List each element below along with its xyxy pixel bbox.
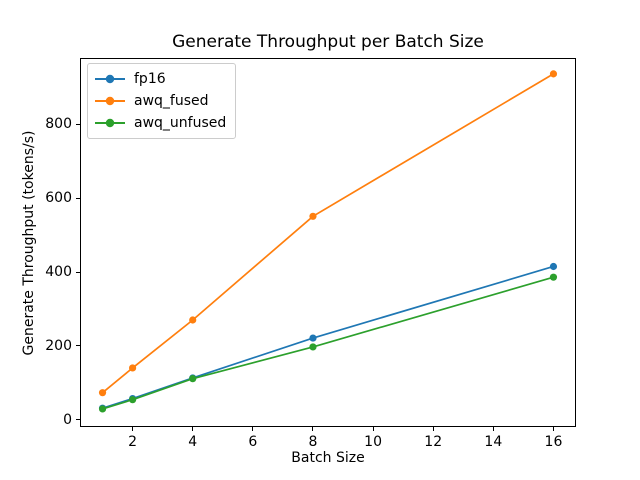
x-tick-label: 8 — [308, 434, 318, 450]
x-tick — [192, 427, 194, 431]
y-tick-label: 800 — [45, 116, 72, 133]
marker-awq_fused — [549, 70, 558, 78]
y-axis-label: Generate Throughput (tokens/s) — [21, 130, 37, 356]
x-axis-label: Batch Size — [291, 450, 365, 466]
marker-awq_unfused — [129, 396, 137, 404]
marker-awq_unfused — [549, 273, 558, 281]
x-tick-label: 4 — [188, 434, 198, 450]
x-tick-label: 6 — [248, 434, 258, 450]
legend: fp16 awq_fused awq_unfused — [87, 63, 237, 139]
x-tick-label: 12 — [424, 434, 443, 450]
y-tick-label: 600 — [45, 190, 72, 207]
x-tick-label: 14 — [484, 434, 503, 450]
x-tick — [432, 427, 434, 431]
marker-fp16 — [549, 262, 558, 271]
marker-awq_fused — [129, 364, 137, 372]
y-tick — [76, 197, 80, 199]
line-awq_unfused — [102, 276, 554, 410]
x-tick — [492, 427, 494, 431]
axes-frame — [80, 58, 576, 427]
x-tick — [252, 427, 254, 431]
chart-canvas — [80, 58, 576, 427]
x-tick — [132, 427, 134, 431]
y-tick-label: 200 — [45, 337, 72, 354]
marker-awq_fused — [309, 212, 317, 220]
y-tick — [76, 123, 80, 125]
legend-label: fp16 — [134, 71, 166, 87]
legend-label: awq_fused — [134, 93, 209, 109]
legend-line-sample — [95, 96, 125, 106]
plot-area: fp16 awq_fused awq_unfused — [80, 58, 576, 427]
x-tick — [372, 427, 374, 431]
marker-awq_unfused — [309, 343, 317, 351]
y-tick — [76, 419, 80, 421]
legend-line-sample — [95, 118, 125, 128]
y-tick-label: 400 — [45, 264, 72, 281]
marker-awq_fused — [189, 316, 197, 324]
marker-awq_unfused — [98, 405, 107, 413]
x-tick-label: 2 — [128, 434, 138, 450]
x-tick-label: 16 — [544, 434, 563, 450]
x-tick — [312, 427, 314, 431]
marker-fp16 — [309, 334, 317, 342]
legend-item-awq_unfused: awq_unfused — [95, 112, 226, 134]
y-tick — [76, 271, 80, 273]
legend-line-sample — [95, 74, 125, 84]
legend-item-fp16: fp16 — [95, 68, 226, 90]
marker-awq_unfused — [189, 375, 197, 383]
y-tick — [76, 345, 80, 347]
y-tick-label: 0 — [63, 411, 72, 428]
x-tick — [552, 427, 554, 431]
chart-title: Generate Throughput per Batch Size — [172, 32, 484, 52]
legend-label: awq_unfused — [134, 115, 227, 131]
marker-awq_fused — [98, 389, 107, 397]
x-tick-label: 10 — [364, 434, 382, 450]
legend-item-awq_fused: awq_fused — [95, 90, 226, 112]
